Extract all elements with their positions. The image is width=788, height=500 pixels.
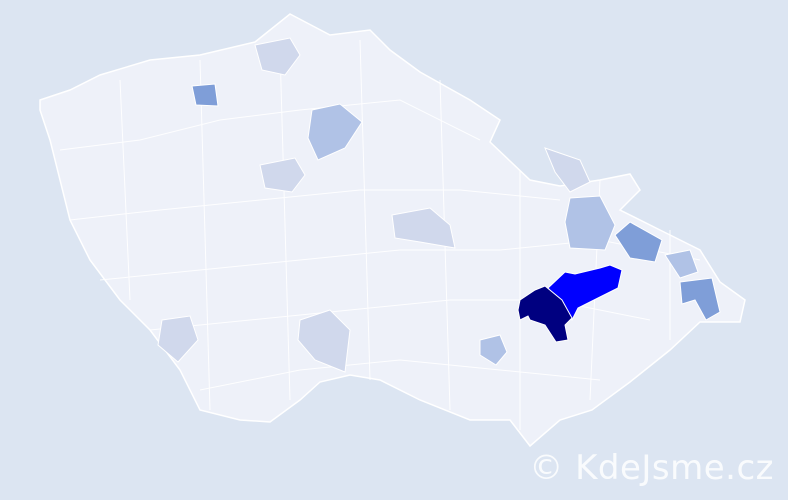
watermark: © KdeJsme.cz	[529, 448, 774, 488]
district-medium-2[interactable]	[614, 221, 663, 263]
district-light-1[interactable]	[307, 103, 363, 161]
country-outline	[39, 13, 746, 448]
district-light-4[interactable]	[664, 249, 699, 279]
district-medium-1[interactable]	[191, 83, 219, 107]
district-very-light-3[interactable]	[391, 207, 456, 249]
district-very-light-2[interactable]	[259, 157, 306, 193]
district-very-light-6[interactable]	[157, 315, 199, 363]
district-very-light-1[interactable]	[254, 37, 301, 76]
district-medium-3[interactable]	[679, 277, 721, 321]
district-light-3[interactable]	[479, 334, 508, 366]
district-very-light-5[interactable]	[297, 309, 351, 373]
district-very-light-4[interactable]	[544, 147, 591, 193]
district-highest[interactable]	[517, 285, 573, 343]
district-light-2[interactable]	[564, 195, 616, 251]
